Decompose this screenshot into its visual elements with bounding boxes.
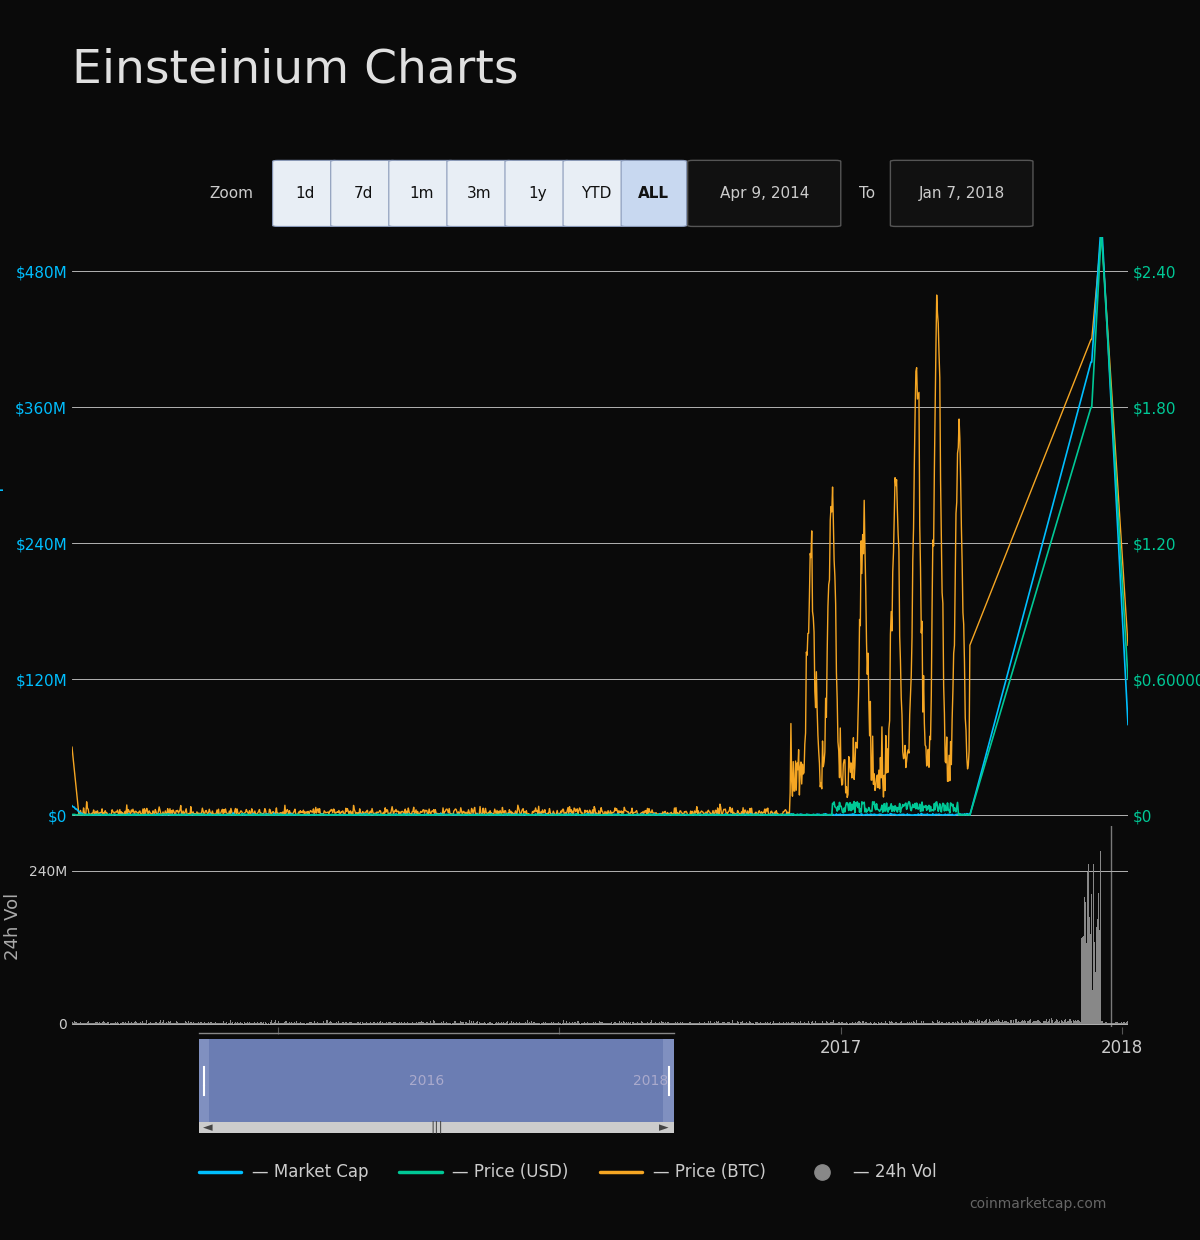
Text: 1m: 1m xyxy=(409,186,433,201)
Text: — Market Cap: — Market Cap xyxy=(252,1163,368,1182)
FancyBboxPatch shape xyxy=(890,160,1033,227)
Text: YTD: YTD xyxy=(581,186,611,201)
FancyBboxPatch shape xyxy=(563,160,629,227)
Text: 2016: 2016 xyxy=(409,1074,444,1087)
Text: To: To xyxy=(859,186,875,201)
FancyBboxPatch shape xyxy=(272,160,338,227)
FancyBboxPatch shape xyxy=(688,160,841,227)
Bar xyxy=(664,1039,674,1122)
FancyBboxPatch shape xyxy=(446,160,512,227)
Bar xyxy=(199,1039,674,1122)
FancyBboxPatch shape xyxy=(389,160,455,227)
Text: Einsteinium Charts: Einsteinium Charts xyxy=(72,47,518,92)
Text: — Price (BTC): — Price (BTC) xyxy=(653,1163,766,1182)
Text: Zoom: Zoom xyxy=(209,186,253,201)
Text: 3m: 3m xyxy=(467,186,492,201)
Text: — 24h Vol: — 24h Vol xyxy=(853,1163,937,1182)
FancyBboxPatch shape xyxy=(331,160,396,227)
Text: Jan 7, 2018: Jan 7, 2018 xyxy=(918,186,1004,201)
Bar xyxy=(199,1039,209,1122)
Text: ◄: ◄ xyxy=(203,1121,212,1133)
Y-axis label: Market Cap: Market Cap xyxy=(0,481,4,583)
Text: 1d: 1d xyxy=(295,186,316,201)
Text: 7d: 7d xyxy=(354,186,373,201)
Text: ALL: ALL xyxy=(638,186,670,201)
Bar xyxy=(199,1122,674,1133)
Text: coinmarketcap.com: coinmarketcap.com xyxy=(970,1197,1106,1211)
Text: 1y: 1y xyxy=(528,186,547,201)
Text: Apr 9, 2014: Apr 9, 2014 xyxy=(720,186,809,201)
Y-axis label: 24h Vol: 24h Vol xyxy=(4,893,22,960)
FancyBboxPatch shape xyxy=(622,160,686,227)
Text: |||: ||| xyxy=(430,1121,443,1133)
Text: ►: ► xyxy=(659,1121,668,1133)
FancyBboxPatch shape xyxy=(505,160,570,227)
Text: 2018: 2018 xyxy=(634,1074,668,1087)
Text: — Price (USD): — Price (USD) xyxy=(452,1163,569,1182)
